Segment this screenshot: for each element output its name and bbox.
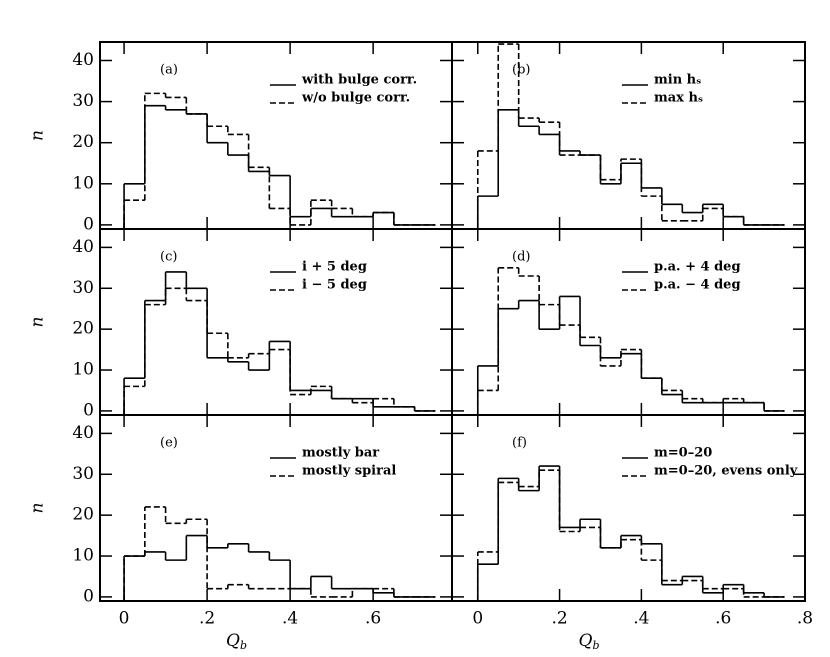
panel-label: (f)	[512, 436, 527, 451]
y-tick-label: 10	[72, 546, 94, 566]
legend-label: mostly bar	[302, 446, 379, 461]
panel-frame	[451, 41, 806, 230]
panel-frame	[451, 228, 806, 416]
y-tick-label: 20	[72, 505, 94, 525]
panel-frame	[99, 228, 453, 416]
legend-label: i + 5 deg	[302, 260, 367, 275]
x-tick-label: .2	[199, 609, 215, 629]
legend-label: i − 5 deg	[302, 278, 367, 293]
y-axis-label: n	[28, 317, 48, 328]
legend-label: mostly spiral	[302, 464, 396, 479]
x-tick-label: .8	[797, 609, 813, 629]
x-axis-label: Qb	[226, 631, 247, 653]
y-tick-label: 20	[72, 319, 94, 339]
panel-label: (c)	[160, 250, 177, 265]
legend-label: p.a. + 4 deg	[654, 260, 741, 275]
x-axis-label-sub: b	[592, 639, 599, 652]
y-tick-label: 20	[72, 132, 94, 152]
y-tick-label: 40	[72, 423, 94, 443]
x-axis-label: Qb	[579, 631, 600, 653]
legend-label: p.a. − 4 deg	[654, 278, 741, 293]
x-tick-label: 0	[472, 609, 483, 629]
x-tick-label: 0	[119, 609, 130, 629]
x-axis-label-sub: b	[240, 639, 247, 652]
y-tick-label: 30	[72, 464, 94, 484]
legend-label: w/o bulge corr.	[301, 91, 410, 106]
x-tick-label: .4	[633, 609, 649, 629]
legend-label: min hₛ	[654, 73, 701, 88]
y-tick-label: 0	[83, 214, 94, 234]
legend-label: with bulge corr.	[301, 73, 417, 88]
x-tick-label: .6	[715, 609, 731, 629]
y-tick-label: 0	[83, 400, 94, 420]
legend-label: m=0–20, evens only	[654, 464, 798, 479]
panel-label: (a)	[160, 63, 178, 78]
panel-frame	[99, 414, 453, 602]
y-tick-label: 30	[72, 91, 94, 111]
y-tick-label: 40	[72, 50, 94, 70]
y-tick-label: 40	[72, 237, 94, 257]
x-tick-label: .2	[551, 609, 567, 629]
panel-label: (b)	[512, 63, 530, 78]
panel-frame	[99, 41, 453, 230]
y-tick-label: 10	[72, 173, 94, 193]
y-tick-label: 0	[83, 586, 94, 606]
x-axis-label-main: Q	[579, 631, 593, 651]
legend-label: max hₛ	[654, 91, 703, 106]
x-tick-label: .4	[282, 609, 298, 629]
y-tick-label: 30	[72, 278, 94, 298]
panel-label: (d)	[512, 250, 530, 265]
y-axis-label: n	[28, 130, 48, 141]
y-axis-label: n	[28, 503, 48, 514]
y-tick-label: 10	[72, 360, 94, 380]
legend-label: m=0–20	[654, 446, 712, 461]
x-tick-label: .6	[365, 609, 381, 629]
x-axis-label-main: Q	[226, 631, 240, 651]
panel-frame	[451, 414, 806, 602]
panel-label: (e)	[160, 436, 178, 451]
